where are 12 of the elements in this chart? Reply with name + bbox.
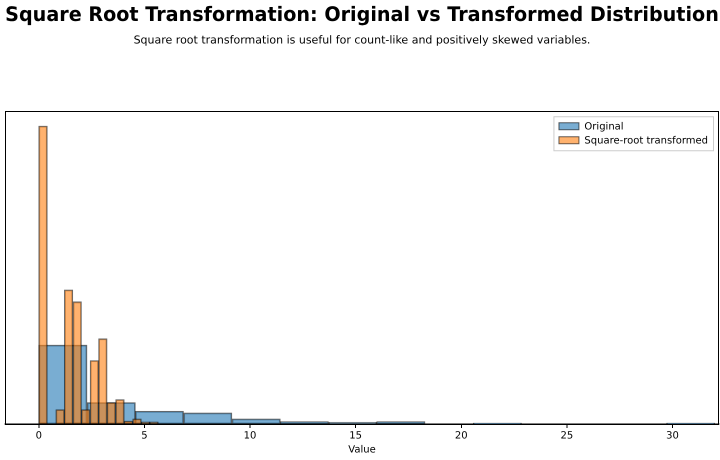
legend-label: Original [584,121,624,132]
x-tick-label: 5 [141,430,148,442]
chart-title: Square Root Transformation: Original vs Transformed Distribution [5,2,719,26]
x-axis-title: Value [348,444,376,456]
x-tick-label: 15 [349,430,362,442]
x-tick-label: 0 [36,430,42,442]
x-tick-label: 30 [666,430,679,442]
x-tick-label: 10 [244,430,256,442]
x-tick-label: 20 [454,430,468,442]
x-tick-label: 25 [560,430,574,442]
chart-subtitle: Square root transformation is useful for count-like and positively skewed variables. [134,33,590,46]
legend-label: Square-root transformed [584,135,708,146]
